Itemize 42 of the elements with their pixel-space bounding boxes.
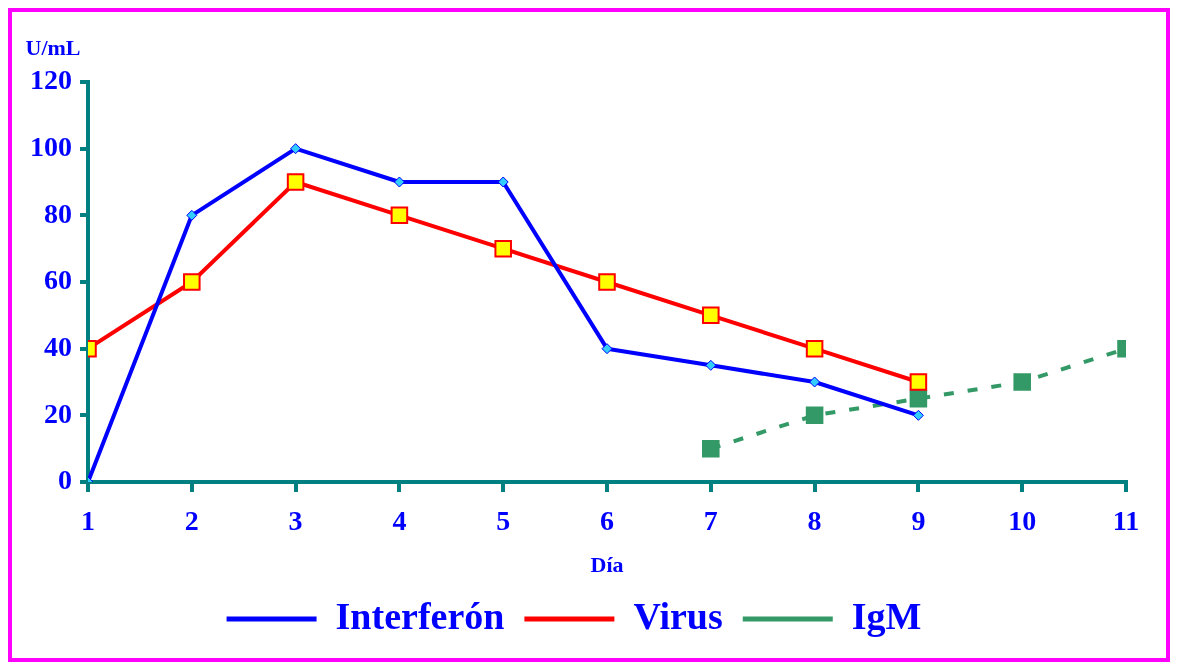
y-tick-label: 60 — [44, 264, 72, 296]
point — [186, 209, 198, 221]
point — [183, 273, 201, 291]
point — [909, 373, 928, 391]
point — [1013, 373, 1031, 391]
y-tick-label: 40 — [44, 330, 72, 362]
point — [809, 376, 821, 388]
y-tick-label: 20 — [44, 397, 72, 429]
x-tick-label: 2 — [184, 505, 199, 537]
point — [705, 359, 717, 371]
x-tick-label: 9 — [911, 505, 926, 537]
x-tick-label: 6 — [600, 505, 614, 537]
x-tick-label: 3 — [288, 505, 303, 537]
point — [598, 273, 616, 291]
x-tick-label: 1 — [81, 505, 95, 537]
y-tick-label: 100 — [30, 130, 72, 162]
point — [286, 173, 305, 191]
x-axis-title: Día — [590, 552, 624, 578]
y-axis-title: U/mL — [25, 34, 81, 60]
point — [702, 306, 720, 325]
x-tick-label: 4 — [392, 505, 407, 537]
point — [805, 406, 824, 425]
legend-label: IgM — [851, 594, 922, 637]
legend-label: Virus — [633, 594, 723, 637]
y-tick-label: 80 — [44, 197, 72, 229]
legend-label: Interferón — [335, 594, 505, 637]
point — [390, 206, 409, 225]
point — [494, 239, 512, 258]
x-tick-label: 10 — [1008, 505, 1037, 537]
point — [805, 339, 824, 358]
x-tick-label: 8 — [807, 505, 822, 537]
point — [290, 143, 302, 155]
point — [497, 176, 509, 188]
point — [702, 439, 720, 458]
y-tick-label: 120 — [30, 64, 72, 96]
point — [912, 409, 924, 421]
point — [393, 176, 405, 188]
x-tick-label: 5 — [496, 505, 511, 537]
x-tick-label: 7 — [703, 505, 718, 537]
point — [601, 343, 613, 355]
y-tick-label: 0 — [58, 464, 72, 496]
x-tick-label: 11 — [1112, 505, 1140, 537]
